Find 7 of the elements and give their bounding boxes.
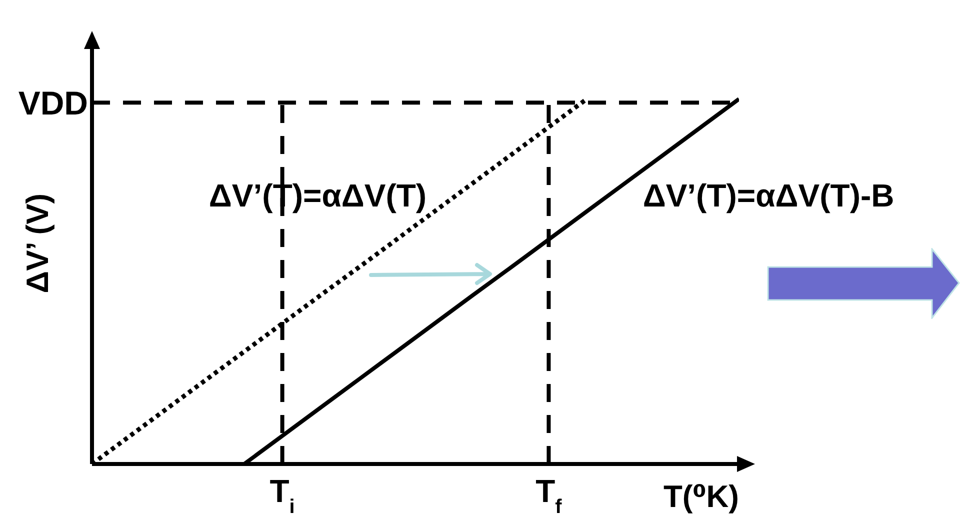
y-axis-title: ΔV’ (V) [20,193,55,294]
series-label: ΔV’(T)=αΔV(T)-B [642,177,894,214]
x-axis-title: T(⁰K) [663,479,739,514]
series-label: ΔV’(T)=αΔV(T) [208,177,427,214]
x-tick-label: T$_{f}$ [536,473,562,518]
ref-line-label: VDD [18,84,88,122]
x-tick-label: T$_{i}$ [270,473,295,518]
